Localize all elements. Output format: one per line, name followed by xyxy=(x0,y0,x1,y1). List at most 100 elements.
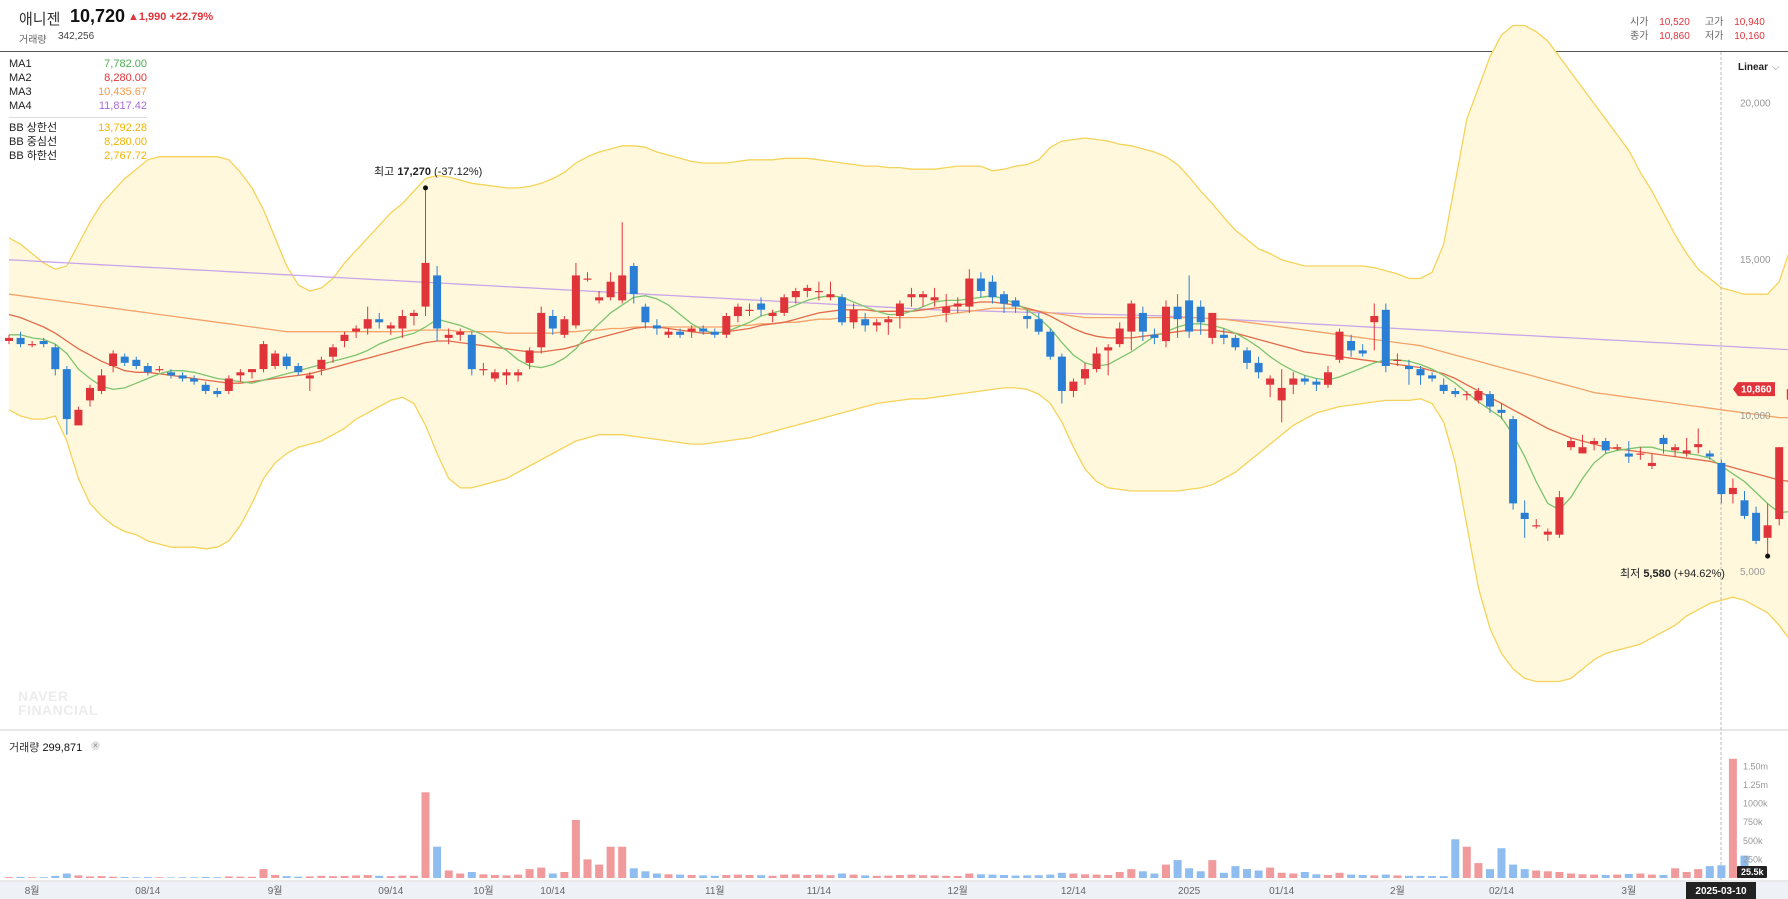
candle-body xyxy=(490,372,499,379)
candle xyxy=(919,291,927,307)
naver-financial-watermark: NAVER FINANCIAL xyxy=(18,688,98,718)
volume-bar xyxy=(1567,873,1575,878)
volume-bar xyxy=(1601,875,1610,878)
low-annotation: 최저 5,580 (+94.62%) xyxy=(1620,565,1725,581)
info-icon[interactable]: × xyxy=(91,741,100,750)
legend-bb-middle[interactable]: BB 중심선 8,280.00 xyxy=(9,135,147,149)
candle xyxy=(1659,434,1668,454)
candle-body xyxy=(514,372,523,376)
candle xyxy=(687,325,696,338)
volume-bar xyxy=(1590,874,1599,878)
volume-bar xyxy=(1474,863,1483,878)
candle xyxy=(849,303,858,329)
volume-bars xyxy=(5,758,1749,878)
volume-bar xyxy=(953,875,962,878)
candle-body xyxy=(132,359,141,366)
high-value: 17,270 xyxy=(397,166,431,178)
volume-bar xyxy=(329,876,337,878)
volume-bar xyxy=(109,876,118,878)
candle-body xyxy=(1347,341,1356,351)
candle xyxy=(1312,378,1321,392)
volume-bar xyxy=(768,875,777,878)
candle-body xyxy=(1647,462,1656,466)
candle xyxy=(97,369,106,395)
candle-body xyxy=(1127,303,1136,332)
volume-bar xyxy=(849,874,858,878)
candle xyxy=(907,287,916,307)
candle xyxy=(1497,403,1506,420)
legend-ma2[interactable]: MA2 8,280.00 xyxy=(9,71,147,85)
candle xyxy=(178,372,187,382)
volume-bar xyxy=(1254,870,1263,878)
candle xyxy=(838,294,846,326)
x-axis-background xyxy=(0,882,1788,899)
candle xyxy=(1509,416,1518,510)
candle-body xyxy=(699,328,708,332)
candle xyxy=(1185,275,1194,338)
candle xyxy=(699,325,708,335)
candle-body xyxy=(1300,378,1309,382)
price-tick-label: 15,000 xyxy=(1740,255,1771,266)
candle xyxy=(525,347,534,370)
volume-bar xyxy=(1266,867,1275,878)
candle xyxy=(51,344,60,376)
candle-body xyxy=(1694,444,1703,448)
candle-body xyxy=(988,281,997,298)
candle-body xyxy=(687,328,696,332)
volume-tick-label: 1.25m xyxy=(1743,780,1768,790)
candle-body xyxy=(16,337,25,345)
x-tick-label: 02/14 xyxy=(1489,886,1514,897)
candle-body xyxy=(62,369,71,420)
candle xyxy=(1046,328,1055,360)
volume-bar xyxy=(386,876,395,878)
legend-bb-lower[interactable]: BB 하한선 2,767.72 xyxy=(9,149,147,163)
volume-bar xyxy=(502,875,511,878)
price-tick-label: 10,000 xyxy=(1740,411,1771,422)
volume-bar xyxy=(884,875,893,878)
legend-ma4[interactable]: MA4 11,817.42 xyxy=(9,99,147,113)
volume-bar xyxy=(629,868,638,878)
candle-body xyxy=(317,359,326,370)
high-annotation: 최고 17,270 (-37.12%) xyxy=(374,163,482,179)
candle-body xyxy=(259,344,268,370)
candle xyxy=(1786,389,1788,400)
candle-body xyxy=(930,297,939,301)
legend-ma3[interactable]: MA3 10,435.67 xyxy=(9,85,147,99)
candle-body xyxy=(1057,356,1066,391)
stock-header: 애니젠 10,720 ▲1,990 +22.79% 거래량 342,256 시가… xyxy=(0,0,1788,52)
candle-body xyxy=(143,366,152,373)
volume-bar xyxy=(294,876,303,878)
volume-bar xyxy=(1520,869,1529,878)
volume-bar xyxy=(1462,846,1471,878)
candle-body xyxy=(1763,525,1772,538)
legend-bb-lower-label: BB 하한선 xyxy=(9,150,58,162)
volume-bar xyxy=(467,872,476,878)
candle xyxy=(872,319,881,332)
scale-mode-dropdown[interactable]: Linear ⌵ xyxy=(1738,62,1780,73)
candle-body xyxy=(618,275,627,301)
candle xyxy=(305,372,314,392)
volume-bar xyxy=(595,864,604,878)
volume-bar xyxy=(62,873,71,878)
candle-body xyxy=(803,287,812,291)
candle xyxy=(930,287,939,307)
candle-body xyxy=(757,303,766,310)
candle xyxy=(86,384,94,407)
candle xyxy=(710,328,719,338)
candle-body xyxy=(1462,394,1471,396)
legend-bb-upper[interactable]: BB 상한선 13,792.28 xyxy=(9,121,147,135)
candle-body xyxy=(1324,372,1332,385)
legend-ma1[interactable]: MA1 7,782.00 xyxy=(9,57,147,71)
low-prefix: 최저 xyxy=(1620,568,1641,580)
candle xyxy=(155,366,164,373)
ohlc-open: 시가 10,520 xyxy=(1630,13,1690,28)
candle-body xyxy=(352,328,361,332)
candle-body xyxy=(1312,381,1321,385)
volume-bar xyxy=(213,877,222,878)
candle xyxy=(294,362,303,376)
candle-body xyxy=(1254,362,1263,373)
low-pct: (+94.62%) xyxy=(1673,568,1725,580)
volume-bar xyxy=(490,875,499,878)
current-price-tag-shape xyxy=(1733,382,1775,397)
